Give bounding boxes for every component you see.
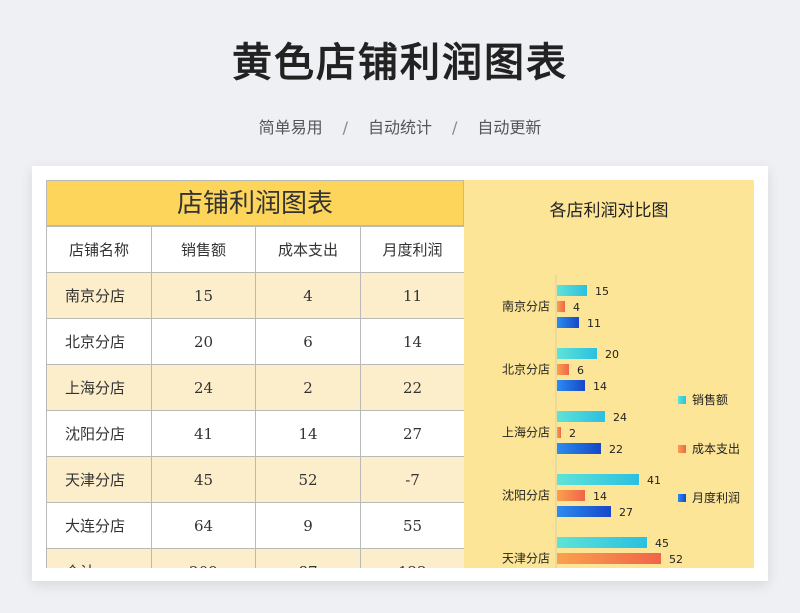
chart-bar: [557, 474, 639, 485]
chart-data-label: 41: [647, 474, 661, 487]
chart-legend-swatch: [678, 494, 686, 502]
chart-legend-label: 销售额: [692, 392, 728, 407]
chart-data-label: 22: [609, 443, 623, 456]
chart-data-label: 20: [605, 348, 619, 361]
chart-bar: [557, 427, 561, 438]
profit-bar-chart: 南京分店15411北京分店20614上海分店24222沈阳分店411427天津分…: [502, 275, 740, 568]
chart-category-label: 沈阳分店: [502, 488, 550, 503]
cell-store-name: 沈阳分店: [46, 410, 152, 457]
chart-legend-label: 成本支出: [692, 442, 740, 456]
chart-data-label: 6: [577, 364, 584, 377]
table-row: 沈阳分店 41 14 27: [46, 410, 465, 457]
chart-data-label: 11: [587, 317, 601, 330]
cell-store-name: 南京分店: [46, 272, 152, 319]
table-row: 天津分店 45 52 -7: [46, 456, 465, 503]
cell-store-name: 北京分店: [46, 318, 152, 365]
chart-bar: [557, 380, 585, 391]
cell-profit: -7: [360, 456, 465, 503]
column-header-store: 店铺名称: [46, 226, 152, 273]
chart-title: 各店利润对比图: [549, 201, 669, 221]
chart-data-label: 15: [595, 285, 609, 298]
profit-table-panel: 店铺利润图表 店铺名称 销售额 成本支出 月度利润 南京分店 15 4 11 北京分店 2…: [46, 180, 465, 568]
chart-bar: [557, 443, 601, 454]
chart-data-label: 52: [669, 553, 683, 566]
column-header-sales: 销售额: [151, 226, 256, 273]
table-row: 上海分店 24 2 22: [46, 364, 465, 411]
chart-category-label: 南京分店: [502, 299, 550, 314]
tag-separator: /: [342, 118, 348, 137]
cell-cost: 14: [255, 410, 361, 457]
table-title: 店铺利润图表: [46, 180, 464, 226]
chart-data-label: 14: [593, 380, 607, 393]
chart-bar: [557, 506, 611, 517]
table-row: 南京分店 15 4 11: [46, 272, 465, 319]
chart-data-label: 14: [593, 490, 607, 503]
table-row: 合计20987122: [46, 548, 465, 568]
tag-easy: 简单易用: [258, 118, 323, 137]
page-title: 黄色店铺利润图表: [232, 40, 568, 86]
chart-data-label: 2: [569, 427, 576, 440]
tag-auto-update: 自动更新: [477, 118, 542, 137]
cell-sales: 15: [151, 272, 256, 319]
chart-bar: [557, 364, 569, 375]
chart-bar: [557, 348, 597, 359]
cell-store-name: 合计: [46, 548, 152, 568]
cell-sales: 24: [151, 364, 256, 411]
table-row: 北京分店 20 6 14: [46, 318, 465, 365]
chart-category-label: 北京分店: [502, 363, 550, 377]
table-row: 大连分店 64 9 55: [46, 502, 465, 549]
sheet-viewport: 店铺利润图表 店铺名称 销售额 成本支出 月度利润 南京分店 15 4 11 北京分店 2…: [46, 180, 754, 568]
cell-sales: 45: [151, 456, 256, 503]
feature-tags: 简单易用 / 自动统计 / 自动更新: [0, 114, 800, 138]
tag-auto-stats: 自动统计: [367, 118, 432, 137]
tag-separator: /: [452, 118, 458, 137]
chart-legend-swatch: [678, 445, 686, 453]
cell-sales: 41: [151, 410, 256, 457]
column-header-cost: 成本支出: [255, 226, 361, 273]
chart-bar: [557, 490, 585, 501]
cell-store-name: 大连分店: [46, 502, 152, 549]
cell-store-name: 上海分店: [46, 364, 152, 411]
chart-bar: [557, 285, 587, 296]
column-header-profit: 月度利润: [360, 226, 465, 273]
chart-bar: [557, 411, 605, 422]
profit-table: 店铺名称 销售额 成本支出 月度利润 南京分店 15 4 11 北京分店 20 6 14 上海分…: [46, 226, 465, 568]
cell-sales: 64: [151, 502, 256, 549]
cell-sales: 209: [151, 548, 256, 568]
cell-cost: 9: [255, 502, 361, 549]
cell-profit: 22: [360, 364, 465, 411]
cell-sales: 20: [151, 318, 256, 365]
chart-bar: [557, 537, 647, 548]
chart-panel: 各店利润对比图 南京分店 15 4 11 北京分店 20 6 14 上海分店 24 2 22 沈阳分店 4…: [464, 180, 754, 568]
chart-data-label: 27: [619, 506, 633, 519]
cell-cost: 6: [255, 318, 361, 365]
chart-data-label: 45: [655, 537, 669, 550]
chart-data-label: 24: [613, 411, 627, 424]
cell-profit: 122: [360, 548, 465, 568]
chart-category-label: 上海分店: [502, 425, 550, 440]
chart-bar: [557, 301, 565, 312]
cell-cost: 87: [255, 548, 361, 568]
cell-cost: 2: [255, 364, 361, 411]
chart-legend-label: 月度利润: [692, 490, 740, 505]
cell-profit: 14: [360, 318, 465, 365]
chart-bar: [557, 553, 661, 564]
cell-profit: 55: [360, 502, 465, 549]
cell-cost: 4: [255, 272, 361, 319]
chart-category-label: 天津分店: [502, 552, 550, 566]
chart-data-label: 4: [573, 301, 580, 314]
cell-cost: 52: [255, 456, 361, 503]
chart-bar: [557, 317, 579, 328]
preview-card: 店铺利润图表 店铺名称 销售额 成本支出 月度利润 南京分店 15 4 11 北京分店 2…: [32, 166, 768, 581]
cell-store-name: 天津分店: [46, 456, 152, 503]
chart-legend-swatch: [678, 396, 686, 404]
cell-profit: 11: [360, 272, 465, 319]
cell-profit: 27: [360, 410, 465, 457]
